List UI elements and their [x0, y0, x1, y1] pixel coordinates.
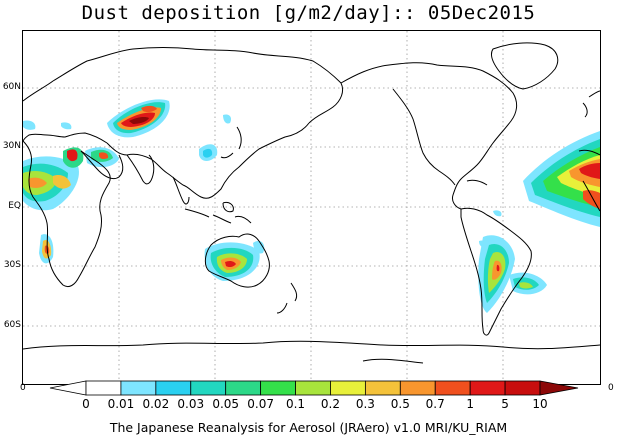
lat-label-30n: 30N	[2, 141, 21, 151]
footer-credit: The Japanese Reanalysis for Aerosol (JRA…	[109, 420, 508, 435]
colorbar-cell	[260, 380, 296, 396]
colorbar	[49, 380, 579, 396]
colorbar-cell	[504, 380, 541, 396]
colorbar-tick-label: 0.03	[177, 397, 205, 411]
colorbar-cell	[399, 380, 436, 396]
colorbar-cell	[295, 380, 331, 396]
map-gridlines	[23, 31, 600, 384]
colorbar-left-label: 0	[20, 383, 26, 393]
colorbar-tick-label: 0.02	[142, 397, 170, 411]
colorbar-cell	[225, 380, 262, 396]
map-canvas	[23, 31, 600, 384]
lat-label-60n: 60N	[2, 82, 21, 92]
colorbar-cell	[155, 380, 192, 396]
colorbar-cell	[190, 380, 227, 396]
colorbar-cell	[364, 380, 401, 396]
colorbar-cell	[469, 380, 506, 396]
colorbar-cells	[49, 380, 579, 396]
dust-deposition-field	[23, 99, 600, 313]
lat-label-30s: 30S	[3, 260, 21, 270]
map-title: Dust deposition [g/m2/day]:: 05Dec2015	[81, 2, 536, 24]
colorbar-tick-label: 0	[82, 397, 90, 411]
colorbar-tick-label: 1	[466, 397, 474, 411]
colorbar-tick-label: 0.2	[320, 397, 340, 411]
colorbar-cell	[85, 380, 122, 396]
colorbar-arrow-high	[539, 380, 579, 396]
colorbar-tick-label: 0.1	[285, 397, 306, 411]
colorbar-tick-label: 0.5	[390, 397, 410, 411]
colorbar-tick-label: 5	[501, 397, 509, 411]
colorbar-tick-label: 0.7	[425, 397, 445, 411]
coastlines	[23, 42, 600, 364]
colorbar-arrow-low	[49, 380, 87, 396]
lat-label-eq: EQ	[8, 201, 21, 211]
colorbar-right-label: 0	[608, 383, 614, 393]
lat-label-60s: 60S	[3, 320, 21, 330]
colorbar-cell	[434, 380, 471, 396]
colorbar-tick-label: 0.01	[107, 397, 135, 411]
world-map	[22, 30, 601, 385]
colorbar-tick-label: 0.07	[247, 397, 274, 411]
colorbar-tick-label: 10	[532, 397, 548, 411]
colorbar-tick-label: 0.3	[355, 397, 375, 411]
colorbar-cell	[120, 380, 157, 396]
colorbar-tick-label: 0.05	[212, 397, 240, 411]
colorbar-cell	[330, 380, 366, 396]
